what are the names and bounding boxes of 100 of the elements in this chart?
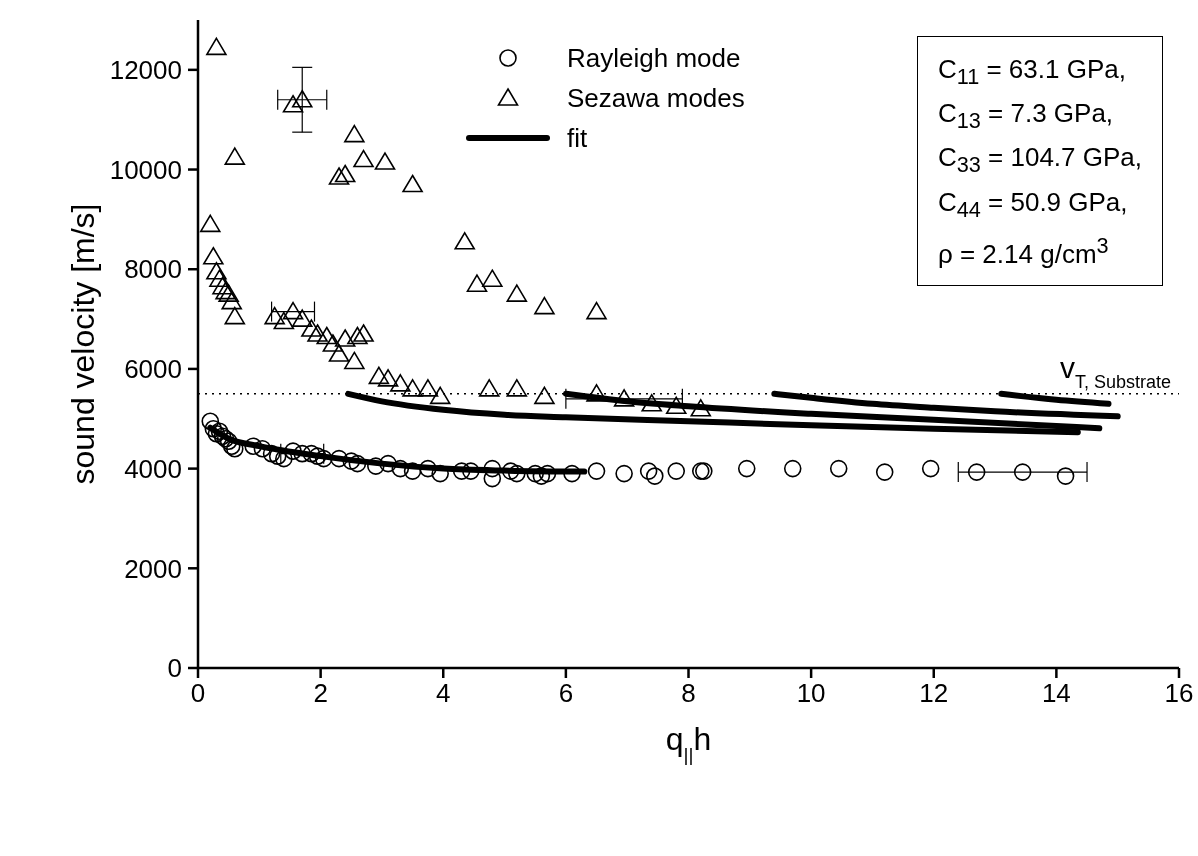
y-tick-label: 10000 bbox=[109, 154, 182, 185]
point bbox=[204, 419, 223, 438]
point bbox=[615, 464, 633, 483]
point bbox=[783, 459, 802, 478]
annotation: ρ = 2.14 g/cm$^{3}$ bbox=[937, 231, 1110, 271]
point bbox=[417, 379, 439, 397]
point bbox=[534, 386, 555, 405]
point bbox=[353, 149, 374, 168]
point bbox=[379, 454, 397, 473]
point bbox=[390, 374, 411, 392]
point bbox=[224, 306, 246, 325]
point bbox=[641, 394, 663, 412]
point bbox=[307, 324, 328, 342]
point bbox=[199, 214, 221, 233]
point bbox=[273, 311, 295, 330]
point bbox=[212, 276, 233, 295]
point bbox=[419, 459, 437, 478]
point bbox=[403, 462, 422, 480]
point bbox=[344, 351, 365, 370]
point bbox=[462, 462, 480, 480]
point bbox=[314, 449, 333, 468]
point bbox=[264, 306, 285, 325]
x-tick-label: 16 bbox=[1164, 678, 1194, 709]
point bbox=[1056, 467, 1075, 485]
point bbox=[206, 261, 227, 280]
point bbox=[344, 124, 365, 143]
point bbox=[483, 459, 502, 478]
annotation: C$_{11}$ = 63.1 GPa, bbox=[937, 53, 1127, 92]
legend-label: Sezawa modes bbox=[567, 82, 745, 114]
point bbox=[665, 396, 687, 415]
point bbox=[391, 459, 410, 478]
point bbox=[563, 464, 581, 483]
point bbox=[301, 319, 322, 337]
x-tick-label: 10 bbox=[796, 678, 826, 709]
point bbox=[967, 463, 986, 481]
point bbox=[262, 444, 281, 463]
point bbox=[402, 379, 423, 397]
y-tick-label: 4000 bbox=[124, 453, 182, 484]
point bbox=[253, 439, 272, 458]
point bbox=[316, 326, 338, 345]
point bbox=[538, 464, 557, 483]
point bbox=[691, 462, 710, 480]
y-tick-label: 8000 bbox=[124, 254, 182, 285]
point bbox=[506, 284, 528, 302]
point bbox=[293, 444, 312, 463]
x-tick-label: 14 bbox=[1041, 678, 1071, 709]
point bbox=[695, 462, 713, 480]
point bbox=[342, 452, 361, 470]
point bbox=[1013, 463, 1032, 481]
point bbox=[203, 246, 224, 265]
legend-label: Rayleigh mode bbox=[567, 42, 741, 74]
point bbox=[201, 412, 220, 431]
point bbox=[308, 447, 327, 465]
point bbox=[209, 269, 230, 287]
point bbox=[302, 444, 321, 463]
point bbox=[291, 89, 313, 108]
y-axis-title: sound velocity [m/s] bbox=[65, 203, 102, 485]
point bbox=[534, 296, 555, 315]
x-axis-title: q$_{||}$h bbox=[665, 721, 712, 765]
annotation: C$_{13}$ = 7.3 GPa, bbox=[937, 97, 1115, 136]
point bbox=[532, 467, 551, 485]
point bbox=[328, 344, 350, 362]
y-tick-label: 0 bbox=[167, 653, 182, 684]
point bbox=[367, 457, 385, 475]
point bbox=[586, 384, 607, 402]
x-tick-label: 12 bbox=[919, 678, 949, 709]
point bbox=[482, 269, 503, 287]
point bbox=[875, 463, 894, 481]
point bbox=[506, 379, 528, 397]
point bbox=[353, 324, 374, 342]
point bbox=[921, 459, 940, 478]
point bbox=[330, 449, 348, 468]
point bbox=[328, 167, 350, 185]
point bbox=[291, 309, 313, 327]
point bbox=[282, 94, 304, 113]
point bbox=[282, 301, 304, 320]
point bbox=[501, 462, 520, 480]
x-tick-label: 6 bbox=[558, 678, 574, 709]
point bbox=[829, 459, 848, 478]
point bbox=[690, 399, 712, 417]
annotation: C$_{33}$ = 104.7 GPa, bbox=[937, 141, 1142, 180]
annotation: C$_{44}$ = 50.9 GPa, bbox=[937, 185, 1129, 224]
point bbox=[431, 464, 449, 483]
point bbox=[368, 366, 390, 385]
point bbox=[206, 37, 227, 56]
point bbox=[284, 442, 302, 460]
point bbox=[586, 301, 607, 320]
x-tick-label: 2 bbox=[313, 678, 328, 709]
point bbox=[244, 437, 262, 455]
point bbox=[322, 334, 344, 352]
point bbox=[454, 232, 476, 250]
point bbox=[224, 147, 246, 165]
point bbox=[478, 379, 500, 397]
x-tick-label: 8 bbox=[681, 678, 696, 709]
ref-line-label: v$_{T, Substrate}$ bbox=[1059, 350, 1171, 392]
point bbox=[526, 464, 545, 483]
point bbox=[466, 274, 488, 292]
point bbox=[645, 467, 664, 485]
point bbox=[348, 454, 367, 473]
point bbox=[452, 462, 471, 480]
